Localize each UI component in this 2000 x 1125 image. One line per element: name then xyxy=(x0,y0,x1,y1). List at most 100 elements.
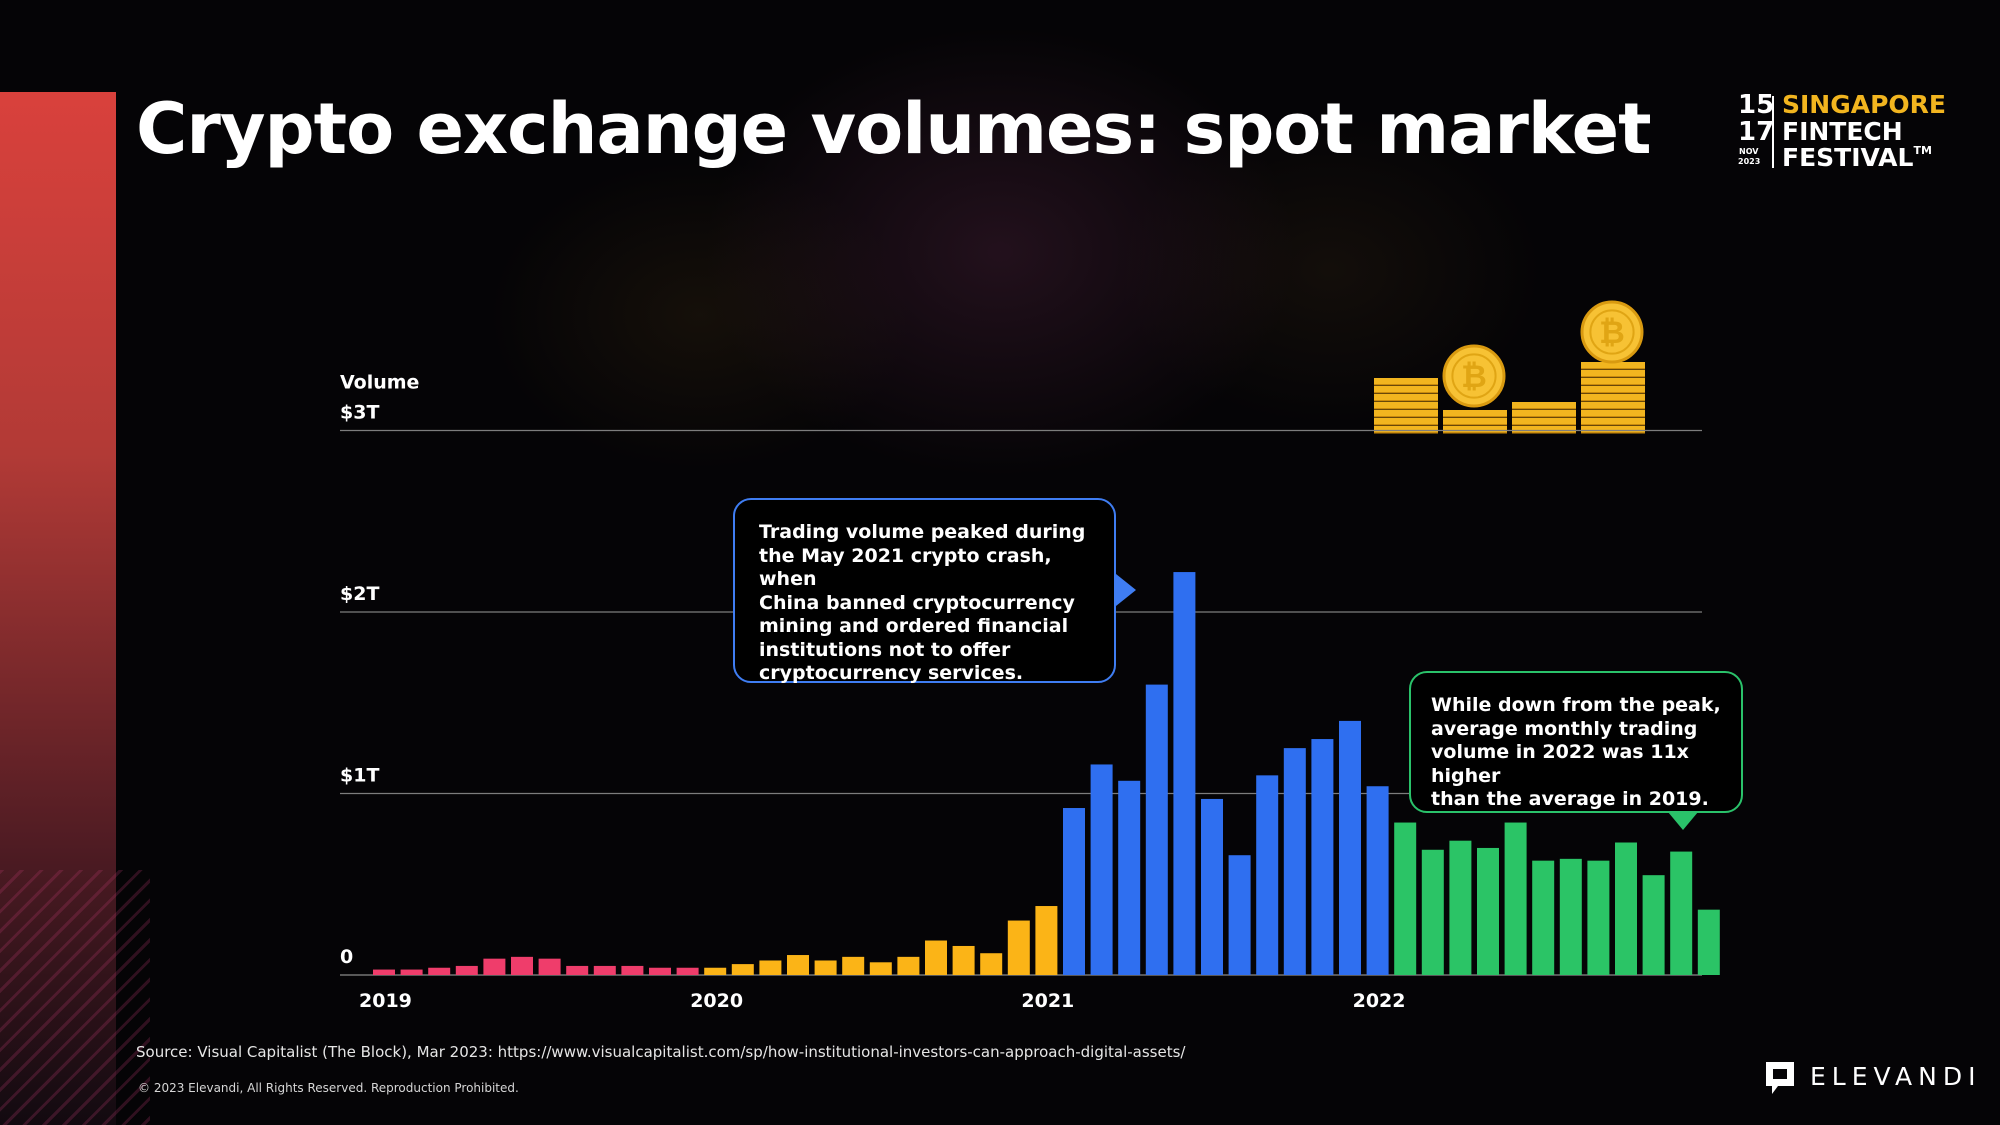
coin-layer xyxy=(1581,362,1645,369)
elevandi-mark-icon xyxy=(1766,1062,1794,1094)
bar xyxy=(1173,572,1196,975)
bar xyxy=(1256,775,1279,975)
logo-month: NOV xyxy=(1739,147,1759,156)
coin-edge xyxy=(1581,408,1645,410)
callout-pointers xyxy=(1116,574,1698,830)
coin-layer xyxy=(1374,394,1438,401)
coin-edge xyxy=(1374,408,1438,410)
bar xyxy=(1063,808,1085,975)
bar xyxy=(925,940,947,975)
bar xyxy=(1035,906,1058,975)
logo-day-end: 17 xyxy=(1738,117,1775,147)
coin-edge xyxy=(1581,392,1645,394)
callout-peak-line: Trading volume peaked during xyxy=(759,521,1086,543)
coin-layer xyxy=(1374,418,1438,425)
coin-layer xyxy=(1374,402,1438,409)
callout-average-pointer xyxy=(1668,812,1698,830)
callout-peak-line: the May 2021 crypto crash, when xyxy=(759,544,1052,591)
coin-edge xyxy=(1374,432,1438,434)
coin-edge xyxy=(1581,416,1645,418)
coin-edge xyxy=(1581,400,1645,402)
bar xyxy=(1532,860,1555,975)
coin-edge xyxy=(1581,368,1645,370)
coin-layer xyxy=(1443,410,1507,417)
bar xyxy=(1283,748,1306,975)
bar xyxy=(649,967,671,975)
source-note: Source: Visual Capitalist (The Block), M… xyxy=(136,1043,1186,1061)
slide-title: Crypto exchange volumes: spot market xyxy=(136,88,1652,170)
bar xyxy=(1670,851,1693,975)
coin-edge xyxy=(1374,416,1438,418)
singapore-fintech-festival-logo: 15 17 NOV 2023 SINGAPORE FINTECH FESTIVA… xyxy=(1738,92,1950,172)
bar xyxy=(1145,684,1168,975)
coin-edge xyxy=(1512,416,1576,418)
coin-edge xyxy=(1581,432,1645,434)
coin-layer xyxy=(1581,426,1645,433)
bars xyxy=(373,572,1720,975)
coin-layer xyxy=(1581,378,1645,385)
callout-average-line: While down from the peak, xyxy=(1431,694,1721,716)
coin-layer xyxy=(1581,410,1645,417)
callout-peak-line: institutions not to offer xyxy=(759,638,1011,661)
y-axis-labels: 0 $1T $2T $3T Volume xyxy=(340,372,419,969)
callout-peak-line: cryptocurrency services. xyxy=(759,662,1024,684)
callout-peak-line: mining and ordered financial xyxy=(759,615,1069,637)
copyright-note: © 2023 Elevandi, All Rights Reserved. Re… xyxy=(138,1081,519,1095)
coin-layer xyxy=(1581,402,1645,409)
bar xyxy=(980,953,1003,975)
coin-layer xyxy=(1374,410,1438,417)
coin-edge xyxy=(1374,392,1438,394)
logo-line-3-text: FESTIVAL xyxy=(1782,143,1914,172)
bar xyxy=(759,960,782,975)
callout-average-line: volume in 2022 was 11x higher xyxy=(1431,741,1689,787)
bar xyxy=(428,967,451,975)
accent-bar xyxy=(0,92,116,1125)
coin-stacks-illustration: ₿₿ xyxy=(1374,300,1645,434)
logo-divider xyxy=(1772,96,1774,168)
elevandi-logo: ELEVANDI xyxy=(1764,1060,1975,1100)
x-axis-labels: 2019 2020 2021 2022 xyxy=(359,990,1405,1012)
coin-edge xyxy=(1443,424,1507,426)
bar xyxy=(676,967,699,975)
bar xyxy=(1642,875,1665,975)
coin-layer xyxy=(1443,426,1507,433)
elevandi-wordmark: ELEVANDI xyxy=(1810,1062,1982,1091)
coin-layer xyxy=(1374,386,1438,393)
bar xyxy=(814,960,837,975)
bar xyxy=(566,965,589,975)
logo-year: 2023 xyxy=(1738,157,1761,166)
coin-layer xyxy=(1512,418,1576,425)
bar xyxy=(373,969,395,975)
bar xyxy=(1007,920,1030,975)
coin-edge xyxy=(1374,424,1438,426)
bar xyxy=(1366,786,1389,975)
bar xyxy=(1587,860,1610,975)
bar xyxy=(400,969,423,975)
bar xyxy=(869,962,892,975)
coin-edge xyxy=(1374,384,1438,386)
y-tick-label: 0 xyxy=(340,946,353,968)
bar xyxy=(455,965,478,975)
bar xyxy=(511,956,533,975)
callout-peak-pointer xyxy=(1116,574,1136,606)
bar xyxy=(1339,720,1361,975)
coin-layer xyxy=(1512,426,1576,433)
bar xyxy=(1118,780,1141,975)
bar xyxy=(1421,849,1444,975)
coin-edge xyxy=(1443,432,1507,434)
y-axis-title: Volume xyxy=(340,372,419,394)
coin-layer xyxy=(1512,402,1576,409)
bar xyxy=(1697,909,1720,975)
bar xyxy=(787,955,809,975)
bar xyxy=(593,965,616,975)
x-tick-label: 2021 xyxy=(1021,990,1074,1012)
bitcoin-symbol: ₿ xyxy=(1461,359,1487,395)
x-tick-label: 2019 xyxy=(359,990,412,1012)
bar xyxy=(952,945,975,975)
coin-layer xyxy=(1581,394,1645,401)
bar xyxy=(1449,840,1472,975)
coin-layer xyxy=(1512,410,1576,417)
y-tick-label: $2T xyxy=(340,583,379,605)
callout-average: While down from the peak, average monthl… xyxy=(1409,671,1743,813)
logo-line-2: FINTECH xyxy=(1782,117,1903,146)
